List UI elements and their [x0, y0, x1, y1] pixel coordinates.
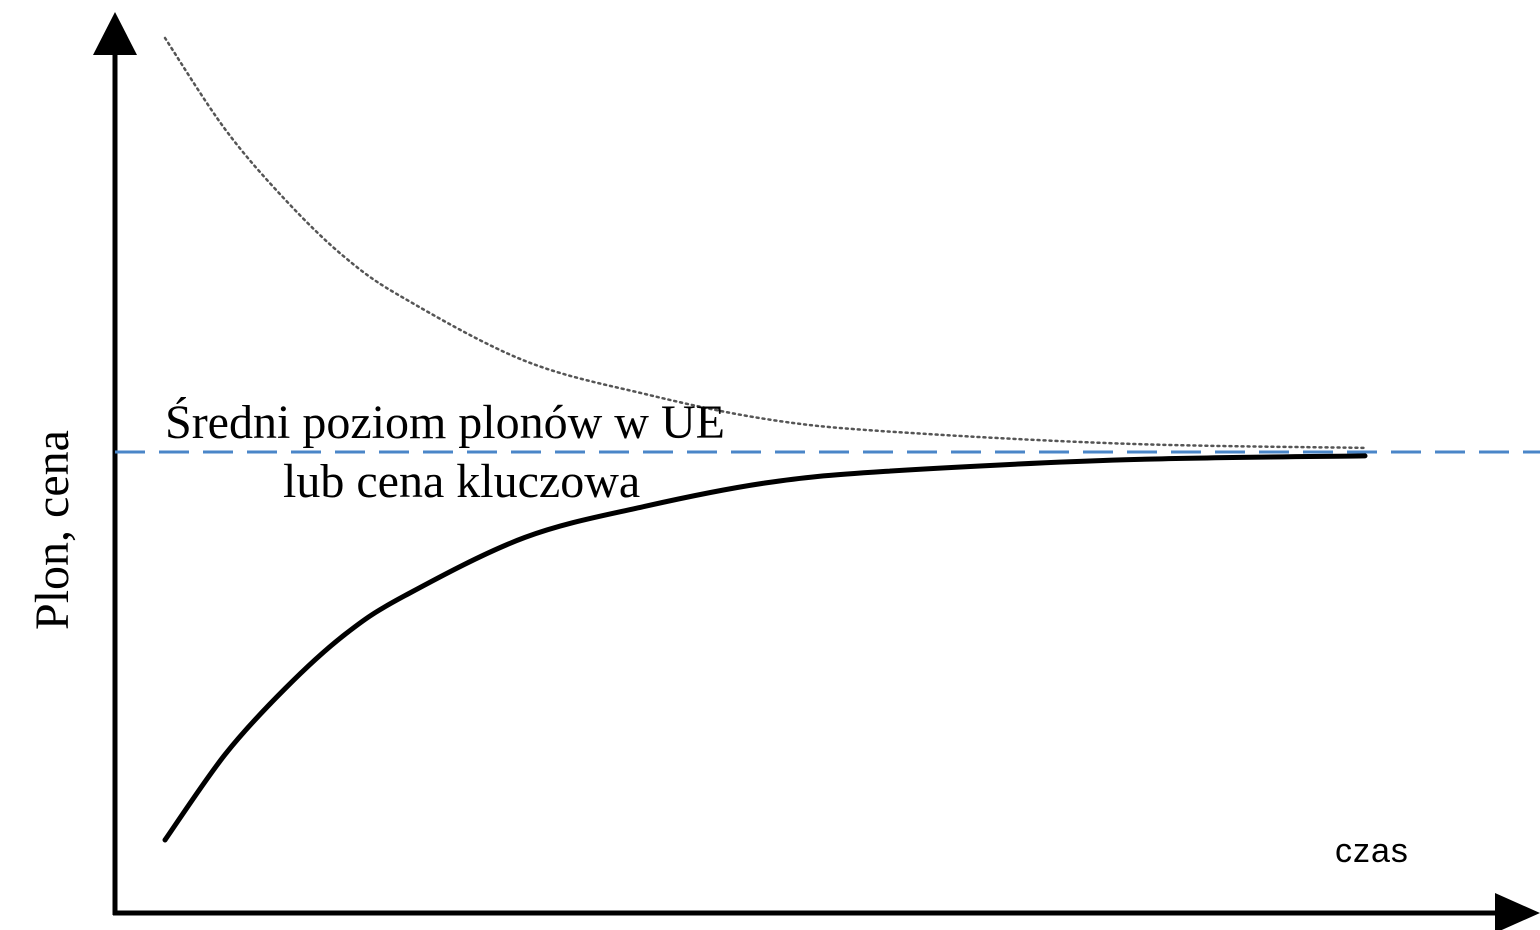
y-axis-title: Plon, cena [26, 430, 79, 630]
series-line-solid [162, 453, 1368, 843]
axes [93, 12, 1540, 930]
x-axis-time-label: czas [1335, 832, 1409, 870]
series-line-dotted [163, 36, 1367, 450]
reference-label-line-1: Średni poziom plonów w UE [165, 395, 725, 449]
reference-label-line-2: lub cena kluczowa [283, 455, 640, 508]
x-axis-arrowhead [1495, 893, 1540, 930]
y-axis-arrowhead [93, 12, 137, 55]
series-layer [162, 36, 1368, 843]
